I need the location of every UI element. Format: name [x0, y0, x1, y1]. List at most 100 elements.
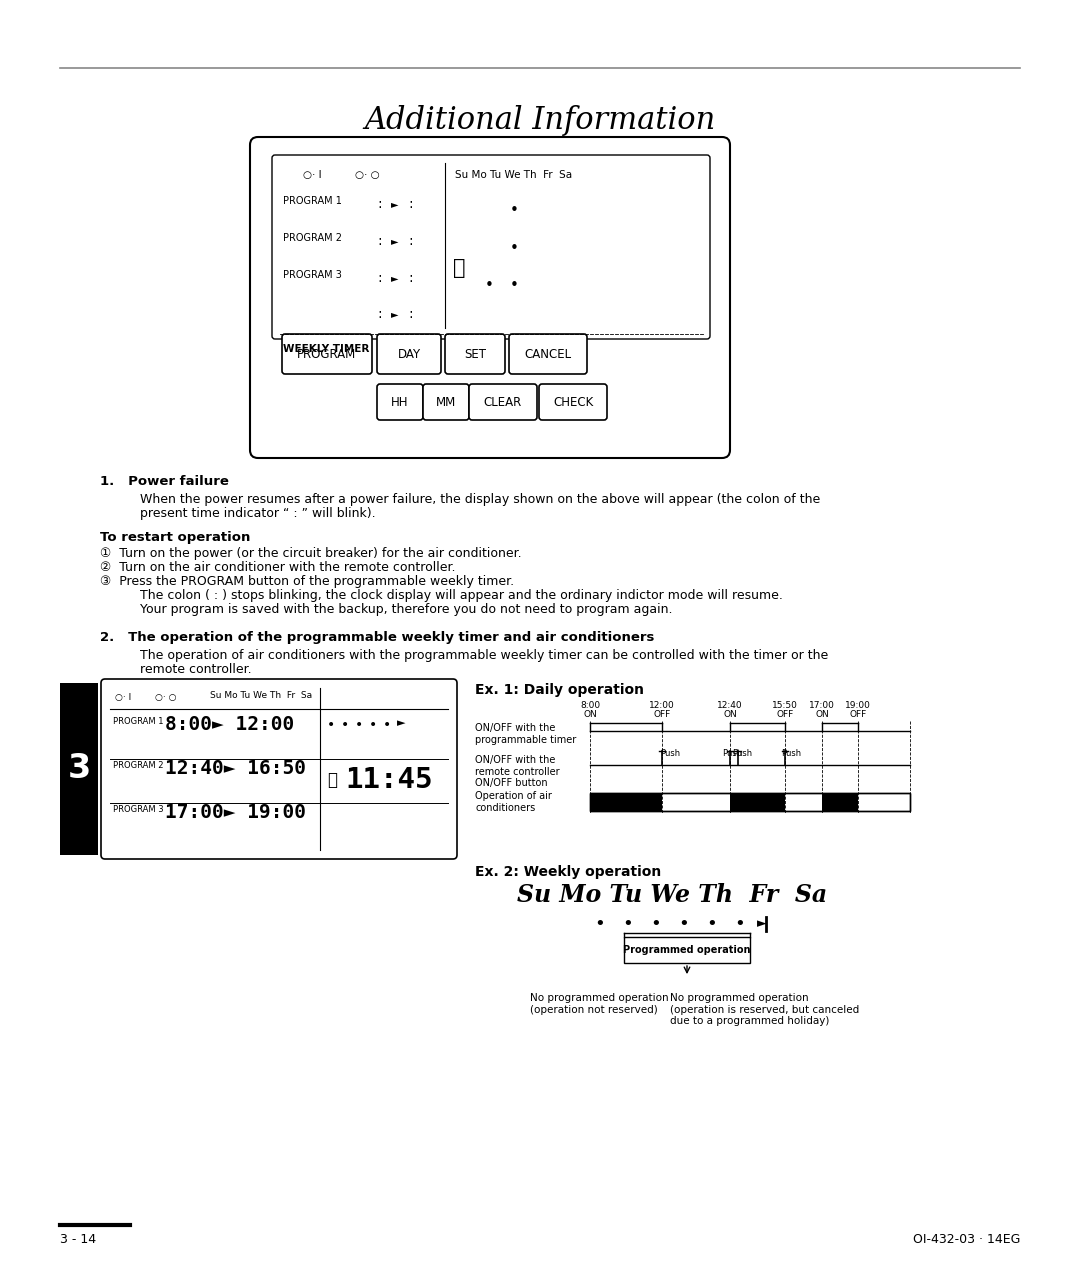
Text: Programmed operation: Programmed operation	[623, 945, 751, 956]
Text: ON/OFF with the
programmable timer: ON/OFF with the programmable timer	[475, 723, 577, 744]
Bar	[730, 793, 785, 811]
Text: OFF: OFF	[653, 710, 671, 719]
Text: 3: 3	[67, 752, 91, 785]
Text: PROGRAM 1: PROGRAM 1	[283, 196, 342, 206]
Text: Push: Push	[732, 750, 752, 758]
Text: 17:00: 17:00	[809, 702, 835, 710]
Text: •: •	[383, 718, 391, 732]
Text: WEEKLY TIMER: WEEKLY TIMER	[283, 344, 369, 354]
Text: ►: ►	[397, 718, 405, 728]
Text: OFF: OFF	[777, 710, 794, 719]
Text: ►: ►	[391, 236, 399, 246]
Text: •: •	[510, 278, 518, 293]
Text: •: •	[355, 718, 363, 732]
Text: :: :	[377, 307, 381, 321]
Text: •: •	[510, 241, 518, 257]
Text: :: :	[408, 234, 413, 248]
Text: 12:40: 12:40	[717, 702, 743, 710]
Text: Push: Push	[723, 750, 742, 758]
Bar	[590, 793, 910, 811]
Text: OFF: OFF	[849, 710, 866, 719]
FancyBboxPatch shape	[272, 155, 710, 339]
Text: Push: Push	[660, 750, 680, 758]
Text: DAY: DAY	[397, 348, 420, 360]
Text: •: •	[734, 915, 745, 933]
Text: ►: ►	[757, 916, 767, 930]
Text: Ex. 1: Daily operation: Ex. 1: Daily operation	[475, 683, 644, 696]
Text: PROGRAM 2: PROGRAM 2	[113, 761, 163, 770]
Text: PROGRAM: PROGRAM	[297, 348, 356, 360]
Text: Additional Information: Additional Information	[364, 105, 716, 137]
Text: ○· I: ○· I	[114, 693, 132, 702]
FancyBboxPatch shape	[445, 334, 505, 374]
Text: Su Mo Tu We Th  Fr  Sa: Su Mo Tu We Th Fr Sa	[455, 169, 572, 179]
Text: ON: ON	[815, 710, 828, 719]
Text: MM: MM	[436, 396, 456, 408]
FancyBboxPatch shape	[249, 137, 730, 458]
Text: :: :	[408, 307, 413, 321]
Text: :: :	[377, 197, 381, 211]
FancyBboxPatch shape	[282, 334, 372, 374]
Bar	[624, 937, 750, 963]
Text: ►: ►	[391, 273, 399, 283]
Text: •: •	[510, 204, 518, 217]
Text: •: •	[595, 915, 606, 933]
Text: 19:00: 19:00	[845, 702, 870, 710]
FancyBboxPatch shape	[469, 384, 537, 420]
Text: ⌚: ⌚	[327, 771, 337, 789]
Text: :: :	[408, 197, 413, 211]
Text: Your program is saved with the backup, therefore you do not need to program agai: Your program is saved with the backup, t…	[140, 603, 673, 616]
Text: •: •	[327, 718, 335, 732]
Text: No programmed operation
(operation is reserved, but canceled
due to a programmed: No programmed operation (operation is re…	[670, 994, 860, 1026]
Text: •: •	[678, 915, 689, 933]
Text: ⌚: ⌚	[453, 258, 465, 278]
Text: present time indicator “ : ” will blink).: present time indicator “ : ” will blink)…	[140, 507, 376, 520]
Text: •: •	[650, 915, 661, 933]
Bar	[822, 793, 858, 811]
Text: •: •	[485, 278, 494, 293]
Text: PROGRAM 3: PROGRAM 3	[113, 805, 164, 814]
Text: The operation of air conditioners with the programmable weekly timer can be cont: The operation of air conditioners with t…	[140, 648, 828, 662]
Text: The colon ( : ) stops blinking, the clock display will appear and the ordinary i: The colon ( : ) stops blinking, the cloc…	[140, 589, 783, 602]
Text: 15:50: 15:50	[772, 702, 798, 710]
Text: Operation of air
conditioners: Operation of air conditioners	[475, 791, 552, 813]
Text: Ex. 2: Weekly operation: Ex. 2: Weekly operation	[475, 865, 661, 878]
Text: ②  Turn on the air conditioner with the remote controller.: ② Turn on the air conditioner with the r…	[100, 561, 456, 574]
Text: To restart operation: To restart operation	[100, 531, 251, 544]
Text: ○· ○: ○· ○	[156, 693, 176, 702]
Text: ON/OFF with the
remote controller
ON/OFF button: ON/OFF with the remote controller ON/OFF…	[475, 755, 559, 789]
FancyBboxPatch shape	[539, 384, 607, 420]
Text: ON: ON	[724, 710, 737, 719]
Text: ►: ►	[391, 198, 399, 209]
FancyBboxPatch shape	[102, 679, 457, 860]
Text: ON: ON	[583, 710, 597, 719]
Text: ③  Press the PROGRAM button of the programmable weekly timer.: ③ Press the PROGRAM button of the progra…	[100, 575, 514, 588]
Bar	[60, 683, 98, 854]
Text: 2.   The operation of the programmable weekly timer and air conditioners: 2. The operation of the programmable wee…	[100, 631, 654, 643]
Text: :: :	[377, 234, 381, 248]
Text: CLEAR: CLEAR	[484, 396, 522, 408]
Text: 8:00► 12:00: 8:00► 12:00	[165, 715, 294, 734]
Text: CHECK: CHECK	[553, 396, 593, 408]
Text: 11:45: 11:45	[345, 766, 432, 794]
Text: Su Mo Tu We Th  Fr  Sa: Su Mo Tu We Th Fr Sa	[517, 884, 827, 908]
Text: 12:40► 16:50: 12:40► 16:50	[165, 758, 306, 779]
Text: •: •	[706, 915, 717, 933]
FancyBboxPatch shape	[509, 334, 588, 374]
FancyBboxPatch shape	[377, 384, 423, 420]
Text: ①  Turn on the power (or the circuit breaker) for the air conditioner.: ① Turn on the power (or the circuit brea…	[100, 547, 522, 560]
Text: •: •	[623, 915, 633, 933]
Text: Push: Push	[781, 750, 801, 758]
Text: ►: ►	[391, 308, 399, 319]
Text: HH: HH	[391, 396, 408, 408]
FancyBboxPatch shape	[423, 384, 469, 420]
FancyBboxPatch shape	[377, 334, 441, 374]
Text: 17:00► 19:00: 17:00► 19:00	[165, 803, 306, 822]
Text: PROGRAM 2: PROGRAM 2	[283, 233, 342, 243]
Text: No programmed operation
(operation not reserved): No programmed operation (operation not r…	[530, 994, 669, 1015]
Text: SET: SET	[464, 348, 486, 360]
Text: 3 - 14: 3 - 14	[60, 1232, 96, 1246]
Text: 12:00: 12:00	[649, 702, 675, 710]
Text: PROGRAM 1: PROGRAM 1	[113, 717, 163, 726]
Text: ○· I: ○· I	[303, 169, 322, 179]
